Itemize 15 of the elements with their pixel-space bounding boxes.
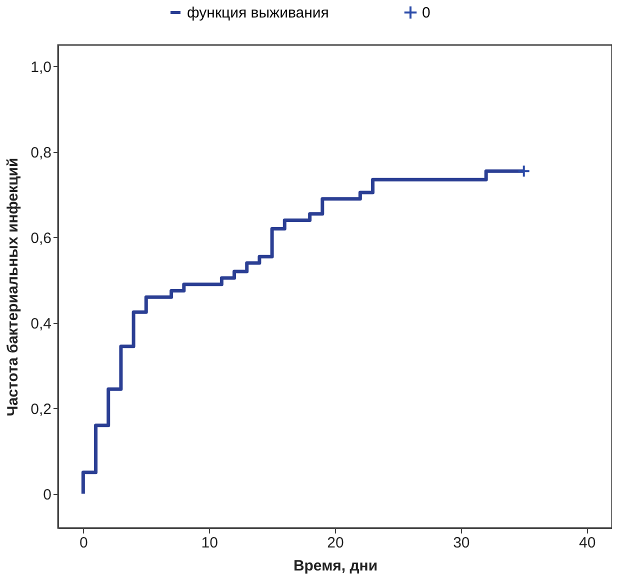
- y-tick-label: 1,0: [30, 58, 52, 76]
- y-tick-label: 0,2: [30, 400, 52, 418]
- x-tick-label: 0: [80, 534, 88, 552]
- x-tick-label: 20: [327, 534, 344, 552]
- x-tick-label: 30: [453, 534, 470, 552]
- legend-label: 0: [422, 4, 430, 22]
- x-tick-label: 40: [578, 534, 596, 552]
- x-axis-title: Время, дни: [293, 558, 378, 574]
- y-tick-label: 0: [43, 486, 52, 504]
- y-tick-label: 0,8: [30, 144, 52, 162]
- y-axis-title: Частота бактериальных инфекций: [4, 158, 22, 416]
- y-tick-label: 0,6: [30, 230, 52, 247]
- x-tick-label: 10: [201, 534, 218, 552]
- legend-label: функция выживания: [187, 4, 329, 22]
- y-tick-label: 0,4: [30, 315, 52, 332]
